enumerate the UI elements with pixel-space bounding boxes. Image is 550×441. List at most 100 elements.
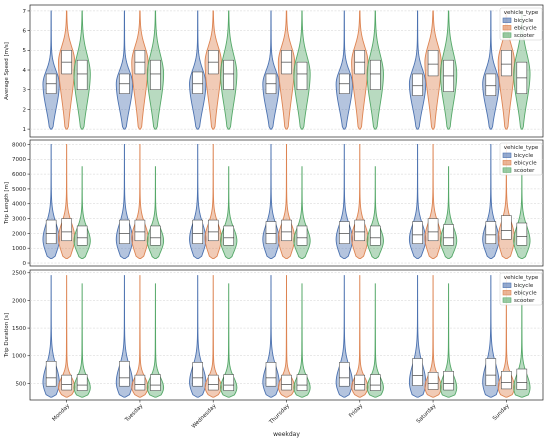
violin-ebicycle-thursday xyxy=(277,275,296,398)
legend-box xyxy=(499,142,543,176)
quartile-box-scooter-friday xyxy=(370,59,381,90)
legend-label-bicycle: bicycle xyxy=(514,283,534,289)
quartile-box-bicycle-wednesday xyxy=(192,362,203,387)
quartile-box-scooter-tuesday xyxy=(150,374,161,391)
x-tick-label-saturday: Saturday xyxy=(416,403,438,425)
legend-label-scooter: scooter xyxy=(514,33,535,39)
y-tick-label: 1500 xyxy=(12,326,26,332)
violin-scooter-friday xyxy=(366,283,384,398)
quartile-box-bicycle-sunday xyxy=(485,358,497,386)
x-tick-label-friday: Friday xyxy=(348,403,365,420)
y-tick-label: 2 xyxy=(23,107,27,113)
legend-swatch-scooter xyxy=(502,167,512,173)
legend-box xyxy=(499,272,543,306)
violin-bicycle-monday xyxy=(42,10,60,130)
x-tick-label-monday: Monday xyxy=(51,403,71,423)
legend-swatch-ebicycle xyxy=(502,290,512,296)
quartile-box-scooter-wednesday xyxy=(223,374,234,391)
quartile-box-scooter-monday xyxy=(76,59,88,90)
y-tick-label: 1000 xyxy=(12,354,26,360)
quartile-box-bicycle-saturday xyxy=(412,358,423,386)
x-tick-label-sunday: Sunday xyxy=(492,403,511,422)
legend-swatch-bicycle xyxy=(502,152,512,158)
legend-label-bicycle: bicycle xyxy=(514,18,534,24)
violin-scooter-wednesday xyxy=(220,283,238,398)
x-tick-label-thursday: Thursday xyxy=(268,403,292,427)
quartile-box-scooter-sunday xyxy=(516,222,528,246)
x-tick-label-tuesday: Tuesday xyxy=(124,403,145,424)
violin-ebicycle-saturday xyxy=(424,275,442,398)
quartile-box-scooter-sunday xyxy=(516,368,528,390)
y-tick-label: 4000 xyxy=(12,202,26,208)
violin-bicycle-saturday xyxy=(408,10,427,130)
y-axis-label: Trip Duration [s] xyxy=(4,313,10,358)
y-tick-label: 8000 xyxy=(12,142,26,148)
quartile-box-ebicycle-thursday xyxy=(281,374,292,391)
quartile-box-ebicycle-tuesday xyxy=(134,374,146,391)
y-tick-label: 2000 xyxy=(12,298,26,304)
y-tick-label: 1000 xyxy=(12,246,26,252)
x-axis-label: weekday xyxy=(273,431,300,438)
legend-swatch-ebicycle xyxy=(502,25,512,31)
quartile-box-ebicycle-monday xyxy=(61,374,72,391)
quartile-box-ebicycle-sunday xyxy=(501,50,512,77)
violin-ebicycle-tuesday xyxy=(131,275,149,398)
quartile-box-scooter-thursday xyxy=(296,374,308,391)
violin-bicycle-tuesday xyxy=(115,10,134,130)
quartile-box-ebicycle-thursday xyxy=(281,219,292,242)
violin-bicycle-thursday xyxy=(262,10,280,130)
quartile-box-bicycle-thursday xyxy=(265,362,277,387)
y-tick-label: 4 xyxy=(23,68,27,74)
violin-ebicycle-friday xyxy=(351,275,369,398)
quartile-box-bicycle-thursday xyxy=(265,221,277,244)
quartile-box-ebicycle-saturday xyxy=(427,372,439,390)
violin-scooter-thursday xyxy=(293,283,311,398)
quartile-box-bicycle-saturday xyxy=(412,221,423,244)
y-axis-label: Trip Length [m] xyxy=(4,182,10,225)
y-tick-label: 0 xyxy=(23,261,27,267)
y-tick-label: 3000 xyxy=(12,216,26,222)
violin-scooter-saturday xyxy=(439,283,458,398)
quartile-box-scooter-monday xyxy=(76,374,88,391)
legend-swatch-scooter xyxy=(502,32,512,38)
legend-label-bicycle: bicycle xyxy=(514,153,534,159)
legend-title: vehicle_type xyxy=(504,10,539,16)
quartile-box-scooter-thursday xyxy=(296,225,308,246)
quartile-box-bicycle-saturday xyxy=(412,73,423,96)
violin-scooter-monday xyxy=(73,283,91,398)
quartile-box-ebicycle-saturday xyxy=(427,50,439,77)
quartile-box-ebicycle-sunday xyxy=(501,215,512,240)
y-tick-label: 5 xyxy=(23,48,27,54)
violin-scooter-tuesday xyxy=(146,283,165,398)
violin-ebicycle-wednesday xyxy=(204,275,222,398)
y-tick-label: 500 xyxy=(16,381,27,387)
quartile-box-bicycle-sunday xyxy=(485,221,497,244)
quartile-box-bicycle-sunday xyxy=(485,73,497,96)
quartile-box-bicycle-tuesday xyxy=(119,361,130,387)
quartile-box-bicycle-wednesday xyxy=(192,71,203,94)
quartile-box-bicycle-friday xyxy=(339,221,350,244)
quartile-box-ebicycle-sunday xyxy=(501,371,512,390)
violin-bicycle-friday xyxy=(335,10,353,130)
quartile-box-scooter-monday xyxy=(76,225,88,246)
quartile-box-ebicycle-friday xyxy=(354,219,366,242)
legend-label-ebicycle: ebicycle xyxy=(514,291,537,297)
legend-swatch-ebicycle xyxy=(502,160,512,166)
violin-ebicycle-monday xyxy=(57,275,76,398)
y-tick-label: 6 xyxy=(23,29,27,35)
quartile-box-scooter-wednesday xyxy=(223,225,234,246)
quartile-box-bicycle-friday xyxy=(339,362,350,387)
legend-swatch-scooter xyxy=(502,297,512,303)
y-tick-label: 3 xyxy=(23,88,27,94)
quartile-box-scooter-tuesday xyxy=(150,59,161,90)
legend-label-scooter: scooter xyxy=(514,298,535,304)
legend-swatch-bicycle xyxy=(502,17,512,23)
y-tick-label: 6000 xyxy=(12,172,26,178)
quartile-box-bicycle-monday xyxy=(45,361,57,387)
quartile-box-scooter-thursday xyxy=(296,61,308,90)
legend-label-ebicycle: ebicycle xyxy=(514,161,537,167)
quartile-box-ebicycle-wednesday xyxy=(207,374,219,391)
quartile-box-ebicycle-monday xyxy=(61,218,72,242)
quartile-box-scooter-wednesday xyxy=(223,59,234,90)
